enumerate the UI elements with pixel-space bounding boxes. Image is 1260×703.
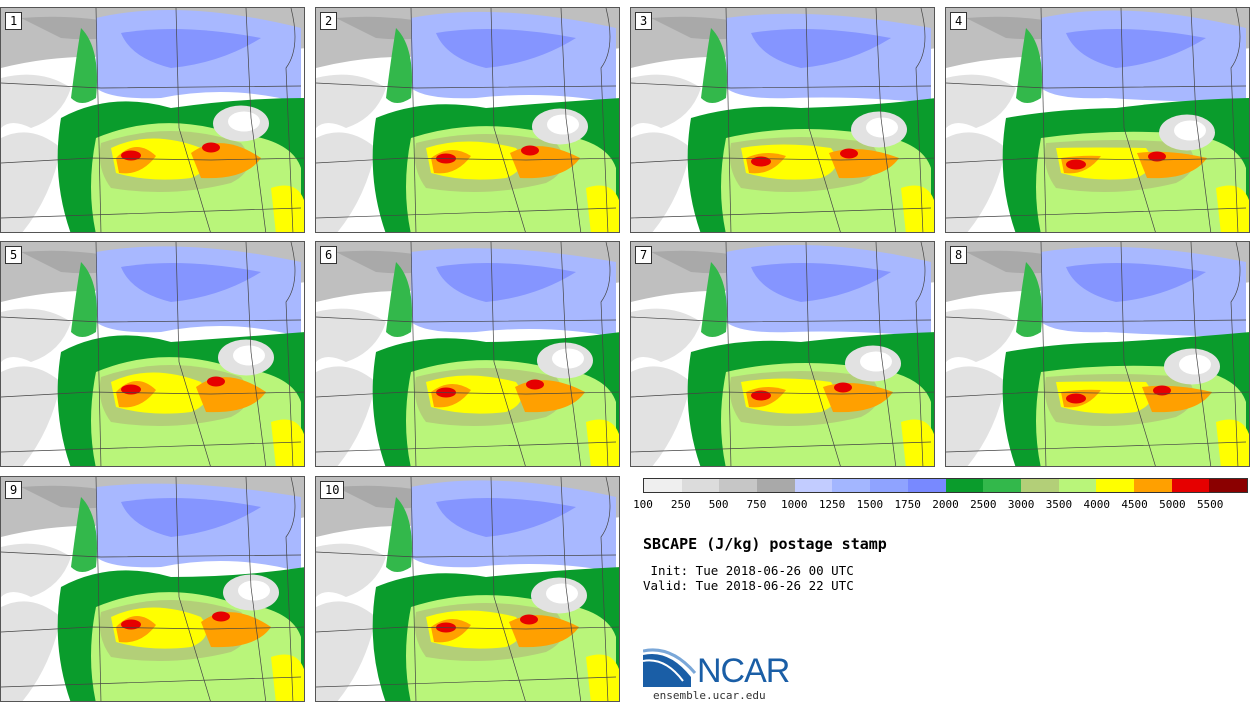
colorbar-tick-label: 4500: [1121, 498, 1148, 511]
colorbar-tick-label: 1250: [818, 498, 846, 511]
member-label: 3: [635, 12, 653, 30]
member-panel-7[interactable]: 7: [630, 241, 935, 467]
member-panel-8[interactable]: 8: [945, 241, 1250, 467]
colorbar-tick-label: 1750: [894, 498, 921, 511]
member-panel-2[interactable]: 2: [315, 7, 620, 233]
sbcape-map: [316, 242, 619, 466]
member-panel-6[interactable]: 6: [315, 241, 620, 467]
member-label: 10: [320, 481, 345, 499]
colorbar-ticks: 100 250 500 750 1000 1250 1500 1750 2000 2500 3000…: [633, 498, 1248, 512]
valid-time: Valid: Tue 2018-06-26 22 UTC: [643, 578, 854, 593]
member-label: 4: [950, 12, 968, 30]
member-label: 6: [320, 246, 338, 264]
colorbar-tick-label: 2500: [970, 498, 997, 511]
sbcape-map: [1, 242, 304, 466]
colorbar-segment: [1096, 479, 1134, 492]
sbcape-map: [631, 8, 934, 232]
member-panel-1[interactable]: 1: [0, 7, 305, 233]
sbcape-map: [946, 242, 1249, 466]
colorbar-segment: [832, 479, 871, 492]
member-label: 5: [5, 246, 23, 264]
colorbar-tick-label: 5000: [1159, 498, 1186, 511]
member-panel-9[interactable]: 9: [0, 476, 305, 702]
member-panel-10[interactable]: 10: [315, 476, 620, 702]
member-label: 1: [5, 12, 23, 30]
colorbar-tick-label: 100: [633, 498, 653, 511]
colorbar-tick-label: 500: [708, 498, 729, 511]
product-title: SBCAPE (J/kg) postage stamp: [643, 535, 887, 553]
sbcape-map: [316, 8, 619, 232]
colorbar-tick-label: 3000: [1007, 498, 1035, 511]
sbcape-map: [1, 477, 304, 701]
sbcape-map: [631, 242, 934, 466]
colorbar-segment: [945, 479, 984, 492]
colorbar-segment: [907, 479, 946, 492]
colorbar-segment: [870, 479, 908, 492]
sbcape-map: [316, 477, 619, 701]
member-label: 9: [5, 481, 23, 499]
member-label: 2: [320, 12, 338, 30]
member-panel-5[interactable]: 5: [0, 241, 305, 467]
colorbar-segment: [1209, 479, 1247, 492]
init-time: Init: Tue 2018-06-26 00 UTC: [643, 563, 854, 578]
member-label: 7: [635, 246, 653, 264]
member-panel-4[interactable]: 4: [945, 7, 1250, 233]
colorbar-tick-label: 750: [746, 498, 767, 511]
colorbar-segment: [644, 479, 682, 492]
colorbar-segment: [757, 479, 795, 492]
colorbar-segment: [794, 479, 833, 492]
colorbar-tick-label: 1000: [781, 498, 808, 511]
colorbar-segment: [681, 479, 720, 492]
colorbar-tick-label: 3500: [1045, 498, 1073, 511]
site-url: ensemble.ucar.edu: [653, 689, 766, 702]
colorbar-tick-label: 5500: [1196, 498, 1224, 511]
colorbar-tick-label: 250: [670, 498, 691, 511]
member-panel-3[interactable]: 3: [630, 7, 935, 233]
sbcape-map: [946, 8, 1249, 232]
colorbar-segment: [719, 479, 758, 492]
colorbar-tick-label: 1500: [856, 498, 884, 511]
colorbar: [643, 478, 1248, 493]
colorbar-segment: [1058, 479, 1097, 492]
colorbar-segment: [1020, 479, 1059, 492]
member-label: 8: [950, 246, 968, 264]
logo-wordmark: NCAR: [697, 652, 790, 690]
colorbar-tick-label: 2000: [932, 498, 959, 511]
colorbar-segment: [1171, 479, 1210, 492]
ncar-logo-icon: [643, 648, 697, 687]
colorbar-segment: [983, 479, 1021, 492]
colorbar-tick-label: 4000: [1083, 498, 1111, 511]
sbcape-map: [1, 8, 304, 232]
colorbar-segment: [1133, 479, 1172, 492]
